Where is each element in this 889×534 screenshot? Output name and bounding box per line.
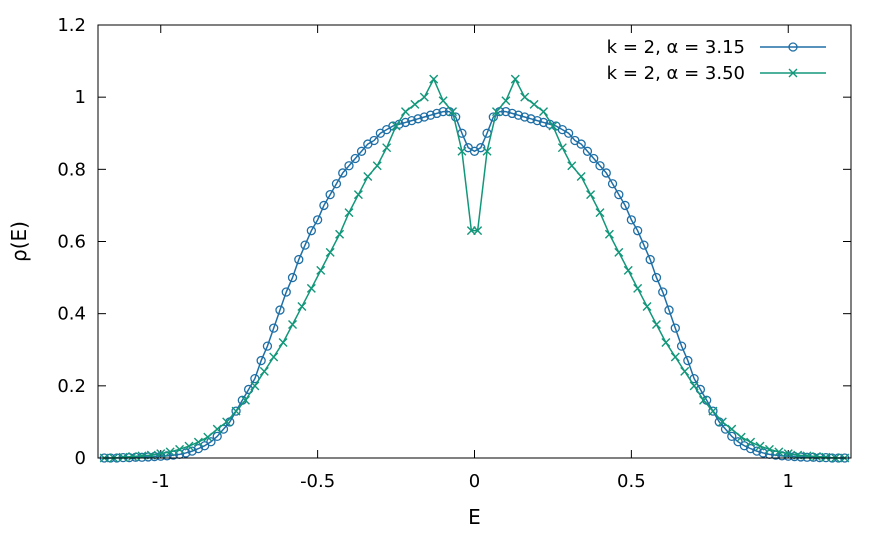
legend-label-2: k = 2, α = 3.50 xyxy=(607,63,745,84)
series-2-point xyxy=(317,266,325,274)
series-2-point xyxy=(373,162,381,170)
series-2-point xyxy=(383,144,391,152)
series-2-point xyxy=(652,320,660,328)
x-axis-label: E xyxy=(468,505,481,529)
plot-frame xyxy=(98,25,851,458)
series-2 xyxy=(100,75,848,462)
series-2-point xyxy=(270,353,278,361)
series-2-point xyxy=(671,353,679,361)
series-2-point xyxy=(260,367,268,375)
series-2-point xyxy=(587,191,595,199)
series-layer xyxy=(100,75,848,462)
y-tick-label: 0.6 xyxy=(57,232,86,253)
series-2-point xyxy=(624,266,632,274)
series-2-point xyxy=(420,93,428,101)
series-2-point xyxy=(298,302,306,310)
y-tick-label: 0.8 xyxy=(57,159,86,180)
series-2-point xyxy=(411,100,419,108)
series-2-point xyxy=(345,209,353,217)
legend-label-1: k = 2, α = 3.15 xyxy=(607,37,745,58)
series-2-point xyxy=(634,284,642,292)
series-2-point xyxy=(336,230,344,238)
x-tick-label: -1 xyxy=(152,471,170,492)
series-1-line xyxy=(104,112,844,458)
series-2-point xyxy=(521,93,529,101)
series-2-point xyxy=(681,367,689,375)
y-tick-label: 1 xyxy=(75,87,86,108)
series-2-point xyxy=(643,302,651,310)
series-2-point xyxy=(502,97,510,105)
series-2-point xyxy=(709,407,717,415)
series-2-line xyxy=(104,79,844,458)
legend: k = 2, α = 3.15 k = 2, α = 3.50 xyxy=(607,37,826,84)
series-2-point xyxy=(289,320,297,328)
y-tick-label: 0 xyxy=(75,448,86,469)
y-tick-label: 1.2 xyxy=(57,15,86,36)
series-2-point xyxy=(401,108,409,116)
series-2-point xyxy=(326,248,334,256)
series-2-point xyxy=(540,108,548,116)
y-axis-label: ρ(E) xyxy=(7,221,31,262)
y-tick-label: 0.4 xyxy=(57,304,86,325)
series-2-point xyxy=(354,191,362,199)
series-2-point xyxy=(511,75,519,83)
axis-ticks: -1 -0.5 0 0.5 1 0 0.2 0.4 0.6 0.8 1 1.2 xyxy=(57,15,851,492)
series-2-point xyxy=(530,100,538,108)
series-2-point xyxy=(279,339,287,347)
series-2-point xyxy=(662,339,670,347)
x-tick-label: 0 xyxy=(469,471,480,492)
x-tick-label: 0.5 xyxy=(617,471,646,492)
series-2-point xyxy=(605,230,613,238)
y-tick-label: 0.2 xyxy=(57,376,86,397)
series-2-point xyxy=(615,248,623,256)
series-2-point xyxy=(596,209,604,217)
series-2-point xyxy=(232,407,240,415)
series-2-point xyxy=(577,173,585,181)
series-2-point xyxy=(568,162,576,170)
series-2-point xyxy=(558,144,566,152)
series-1 xyxy=(100,108,848,462)
series-2-point xyxy=(307,284,315,292)
x-tick-label: -0.5 xyxy=(300,471,335,492)
series-2-point xyxy=(430,75,438,83)
x-tick-label: 1 xyxy=(783,471,794,492)
series-2-point xyxy=(364,173,372,181)
series-2-point xyxy=(439,97,447,105)
